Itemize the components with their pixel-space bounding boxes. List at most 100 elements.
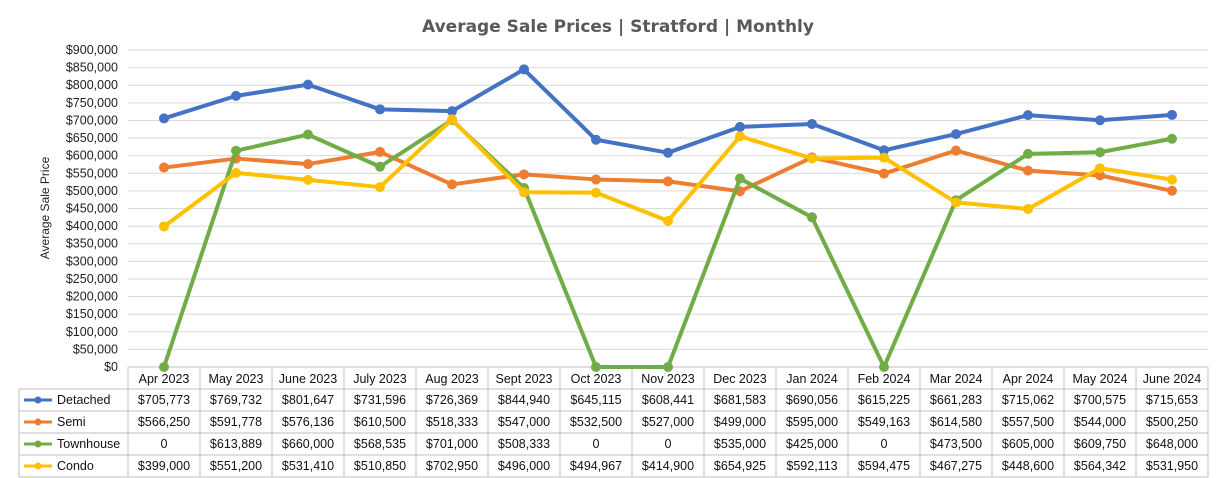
series-lines	[159, 64, 1177, 372]
data-label: $715,062	[1002, 393, 1054, 407]
y-axis-label: Average Sale Price	[38, 156, 52, 259]
data-label: $595,000	[786, 415, 838, 429]
data-point	[1095, 170, 1105, 181]
data-label: $535,000	[714, 437, 766, 451]
data-point	[663, 176, 673, 187]
data-point	[231, 167, 241, 178]
data-label: $654,925	[714, 459, 766, 473]
data-label: $645,115	[570, 393, 621, 407]
data-point	[1167, 109, 1177, 120]
data-label: $610,500	[354, 415, 406, 429]
x-tick-label: Apr 2024	[1003, 372, 1054, 386]
data-label: $527,000	[642, 415, 694, 429]
series-condo	[159, 114, 1177, 232]
data-label: 0	[881, 437, 888, 451]
x-tick-label: May 2024	[1073, 372, 1128, 386]
legend-label: Condo	[57, 459, 94, 473]
data-label: $608,441	[642, 393, 694, 407]
data-point	[951, 145, 961, 156]
data-point	[591, 174, 601, 185]
y-tick-label: $0	[104, 360, 118, 374]
data-point	[519, 169, 529, 180]
data-point	[303, 129, 313, 140]
y-tick-label: $250,000	[66, 272, 118, 286]
legend-label: Semi	[57, 415, 85, 429]
data-point	[375, 161, 385, 172]
data-point	[447, 179, 457, 190]
data-label: $557,500	[1002, 415, 1054, 429]
data-label: $576,136	[282, 415, 334, 429]
data-point	[447, 106, 457, 117]
data-label: $592,113	[786, 459, 837, 473]
data-point	[879, 152, 889, 163]
legend-swatch-marker	[34, 440, 42, 448]
y-tick-label: $200,000	[66, 290, 118, 304]
data-label: $705,773	[138, 393, 190, 407]
data-label: $681,583	[714, 393, 766, 407]
data-label: $399,000	[138, 459, 190, 473]
data-label: $648,000	[1146, 437, 1198, 451]
series-line	[162, 67, 1174, 155]
data-point	[591, 362, 601, 372]
data-label: $726,369	[426, 393, 478, 407]
data-label: $467,275	[930, 459, 982, 473]
data-point	[735, 131, 745, 142]
data-point	[303, 79, 313, 90]
data-label: $701,000	[426, 437, 478, 451]
legend-label: Detached	[57, 393, 111, 407]
data-point	[591, 134, 601, 145]
y-tick-label: $150,000	[66, 307, 118, 321]
data-label: $614,580	[930, 415, 982, 429]
data-point	[1023, 203, 1033, 214]
x-tick-label: Nov 2023	[641, 372, 695, 386]
data-label: 0	[593, 437, 600, 451]
x-tick-label: June 2023	[279, 372, 337, 386]
x-tick-label: Jan 2024	[786, 372, 837, 386]
series-detached	[159, 64, 1177, 158]
y-tick-label: $850,000	[66, 61, 118, 75]
y-tick-label: $350,000	[66, 237, 118, 251]
data-point	[519, 187, 529, 198]
data-point	[807, 212, 817, 223]
data-point	[1167, 174, 1177, 185]
data-point	[735, 173, 745, 184]
data-point	[663, 215, 673, 226]
data-point	[951, 197, 961, 208]
data-point	[951, 129, 961, 140]
data-label: $473,500	[930, 437, 982, 451]
data-point	[159, 362, 169, 372]
gridlines	[128, 49, 1208, 368]
y-axis-ticks: $0 $50,000 $100,000 $150,000 $200,000 $250,00…	[66, 43, 118, 374]
data-label: $731,596	[354, 393, 406, 407]
data-point	[375, 182, 385, 193]
data-label: $594,475	[858, 459, 910, 473]
data-label: $500,250	[1146, 415, 1198, 429]
data-label: $769,732	[210, 393, 262, 407]
data-label: $544,000	[1074, 415, 1126, 429]
data-label: 0	[161, 437, 168, 451]
data-point	[1023, 165, 1033, 176]
legend-label: Townhouse	[57, 437, 120, 451]
x-tick-label: Mar 2024	[930, 372, 983, 386]
data-label: $414,900	[642, 459, 694, 473]
data-label: $702,950	[426, 459, 478, 473]
data-label: $448,600	[1002, 459, 1054, 473]
x-tick-label: June 2024	[1143, 372, 1201, 386]
legend-swatch-marker	[34, 462, 42, 470]
x-tick-label: Feb 2024	[858, 372, 911, 386]
data-point	[879, 145, 889, 156]
data-label: $566,250	[138, 415, 190, 429]
data-label: $425,000	[786, 437, 838, 451]
y-tick-label: $550,000	[66, 166, 118, 180]
y-tick-label: $50,000	[73, 342, 118, 356]
y-tick-label: $650,000	[66, 131, 118, 145]
data-label: $531,950	[1146, 459, 1198, 473]
legend-swatch-marker	[34, 396, 42, 404]
data-label: $532,500	[570, 415, 622, 429]
data-label: $605,000	[1002, 437, 1054, 451]
data-label: $510,850	[354, 459, 406, 473]
data-label: $494,967	[570, 459, 622, 473]
data-label: $661,283	[930, 393, 982, 407]
data-point	[1095, 115, 1105, 126]
